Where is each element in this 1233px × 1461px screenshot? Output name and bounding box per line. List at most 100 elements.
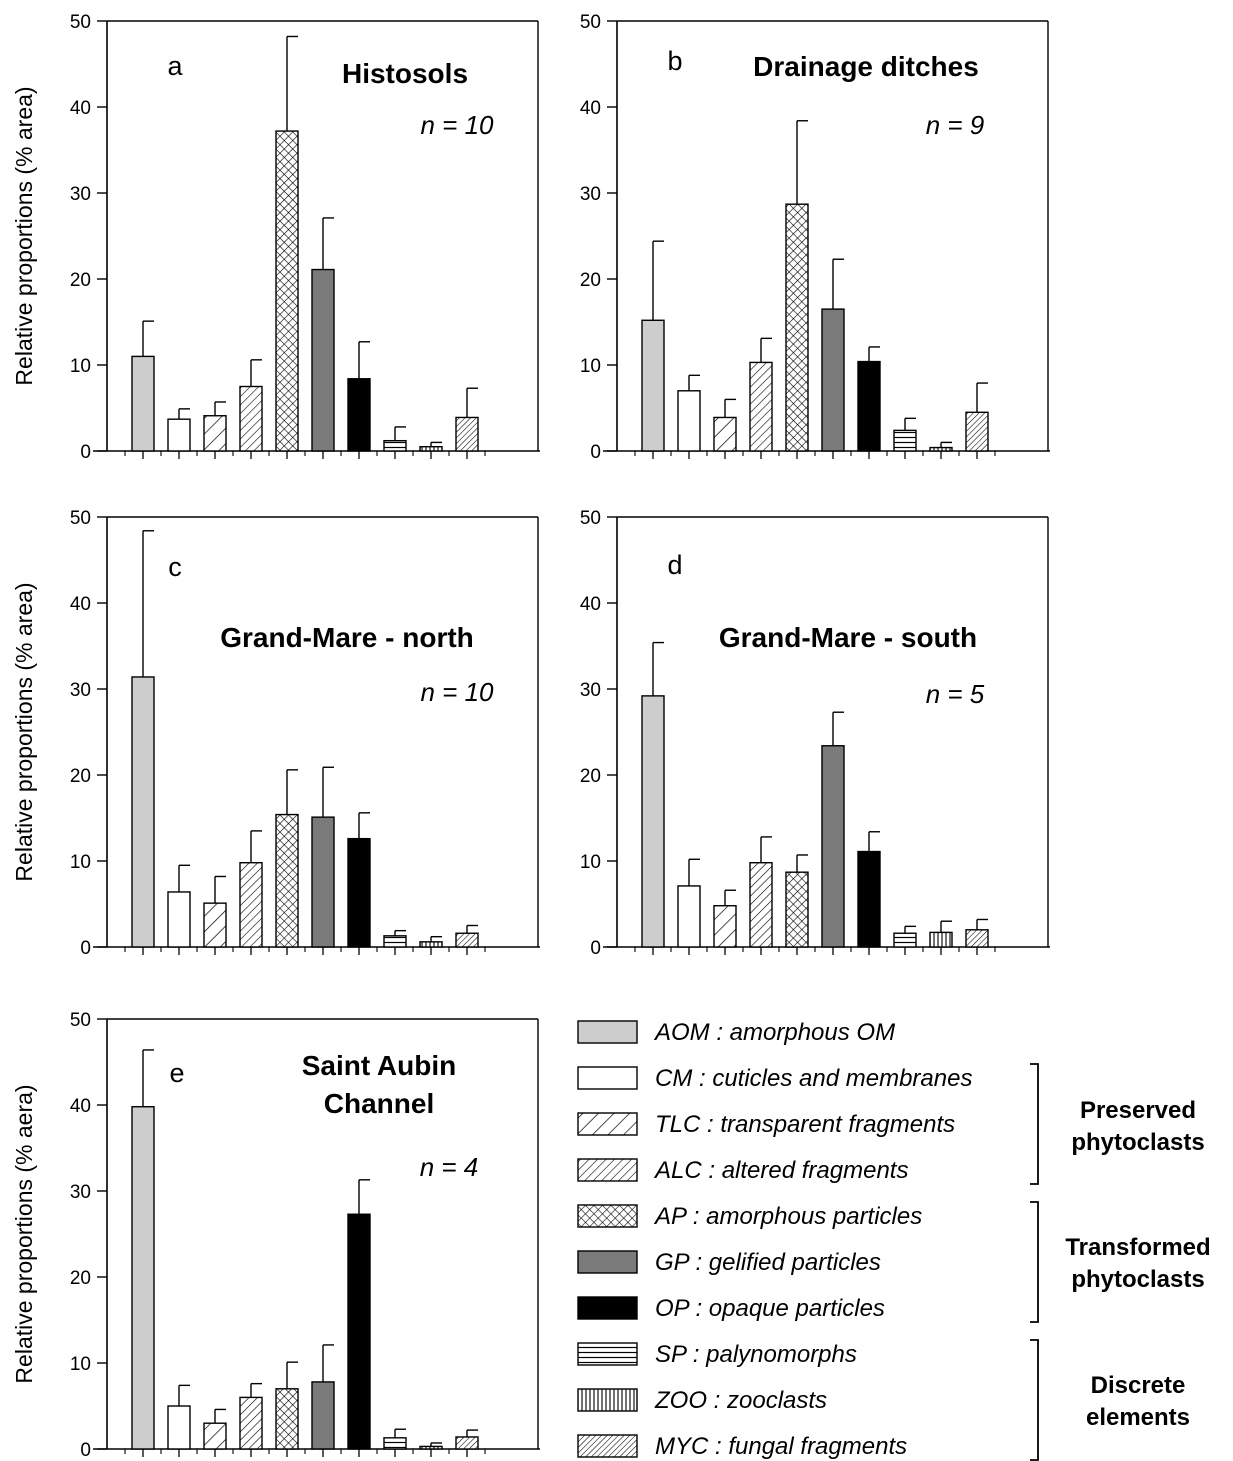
legend-label: MYC : fungal fragments (655, 1433, 907, 1460)
legend-item-cm: CM : cuticles and membranes (577, 1065, 972, 1092)
legend: AOM : amorphous OM CM : cuticles and memb… (577, 1019, 1211, 1461)
legend-label: TLC : transparent fragments (655, 1111, 955, 1138)
group-label: Discrete elements (1086, 1372, 1190, 1431)
group-label: Preserved phytoclasts (1071, 1097, 1204, 1156)
bar-op (857, 360, 881, 452)
bar-tlc (713, 905, 737, 948)
bar-ap (275, 130, 299, 452)
panel-title: Grand-Mare - north (220, 622, 474, 653)
group-label-line: elements (1086, 1404, 1190, 1431)
y-tick-label: 50 (70, 1010, 91, 1031)
bar-cm (167, 891, 191, 948)
legend-item-zoo: ZOO : zooclasts (577, 1387, 827, 1414)
legend-group-1: Preserved phytoclasts (1030, 1063, 1205, 1185)
bar-myc (455, 1436, 479, 1450)
y-tick-label: 10 (580, 852, 601, 873)
y-tick-label: 50 (580, 508, 601, 529)
y-tick-label: 30 (70, 184, 91, 205)
bar-gp (311, 1381, 335, 1450)
legend-label: AOM : amorphous OM (653, 1019, 895, 1046)
bar-gp (821, 308, 845, 452)
bar-tlc (713, 416, 737, 452)
panel-c: 0 10 20 30 40 50 c Grand-Mare - north n = 10 Rela… (11, 508, 540, 959)
y-tick-label: 0 (590, 442, 601, 463)
group-label-line: phytoclasts (1071, 1129, 1204, 1156)
bar-aom (131, 676, 155, 948)
y-tick-label: 50 (580, 12, 601, 33)
legend-swatch (577, 1388, 638, 1412)
legend-label: ALC : altered fragments (653, 1157, 908, 1184)
y-tick-label: 0 (80, 442, 91, 463)
legend-item-myc: MYC : fungal fragments (577, 1433, 907, 1460)
bar-alc (749, 862, 773, 948)
y-tick-label: 40 (70, 1096, 91, 1117)
panel-letter: b (667, 46, 682, 76)
bar-ap (785, 203, 809, 452)
bar-myc (455, 932, 479, 948)
bar-ap (785, 871, 809, 948)
group-label-line: Transformed (1065, 1234, 1210, 1261)
bar-gp (311, 816, 335, 948)
chart-panels: 0 10 20 30 40 50 a Histosols n = 10 Relative prop… (11, 12, 1050, 1461)
group-label-line: Preserved (1080, 1097, 1196, 1124)
panel-e: 0 10 20 30 40 50 e Saint Aubin Channel n = 4 Relat… (11, 1010, 540, 1461)
bar-aom (641, 695, 665, 948)
group-bracket (1030, 1063, 1039, 1185)
legend-group-2: Transformed phytoclasts (1030, 1201, 1211, 1323)
legend-swatch (577, 1342, 638, 1366)
legend-item-alc: ALC : altered fragments (577, 1157, 908, 1184)
bar-aom (641, 319, 665, 452)
panel-title: Grand-Mare - south (719, 622, 977, 653)
panel-d: 0 10 20 30 40 50 d Grand-Mare - south n = 5 (580, 508, 1050, 959)
legend-label: SP : palynomorphs (655, 1341, 857, 1368)
bar-ap (275, 1388, 299, 1450)
group-bracket (1030, 1339, 1039, 1461)
bar-alc (239, 1396, 263, 1450)
y-axis-label: Relative proportions (% area) (11, 86, 37, 385)
legend-swatch (577, 1296, 638, 1320)
legend-label: GP : gelified particles (655, 1249, 881, 1276)
bar-sp (893, 429, 917, 452)
legend-swatch (577, 1066, 638, 1090)
legend-swatch (577, 1204, 638, 1228)
y-tick-label: 40 (70, 98, 91, 119)
y-tick-label: 30 (70, 1182, 91, 1203)
bar-myc (455, 416, 479, 452)
y-tick-label: 0 (80, 938, 91, 959)
bar-gp (311, 268, 335, 452)
y-tick-label: 10 (70, 1354, 91, 1375)
panel-title-line: Channel (324, 1088, 434, 1119)
panel-title: Histosols (342, 58, 468, 89)
bar-cm (167, 1405, 191, 1450)
sample-size-label: n = 5 (926, 679, 985, 709)
group-bracket (1030, 1201, 1039, 1323)
bar-gp (821, 745, 845, 948)
sample-size-label: n = 10 (420, 110, 494, 140)
y-axis-label: Relative proportions (% area) (11, 582, 37, 881)
bar-zoo (929, 446, 953, 452)
y-tick-label: 20 (70, 766, 91, 787)
legend-swatch (577, 1250, 638, 1274)
panel-title-line: Saint Aubin (302, 1050, 457, 1081)
sample-size-label: n = 9 (926, 110, 985, 140)
bar-op (347, 378, 371, 452)
bar-sp (893, 932, 917, 948)
panel-title: Drainage ditches (753, 51, 979, 82)
bar-zoo (419, 941, 443, 948)
y-tick-label: 40 (70, 594, 91, 615)
panel-letter: e (169, 1058, 184, 1088)
legend-label: CM : cuticles and membranes (655, 1065, 972, 1092)
group-label: Transformed phytoclasts (1065, 1234, 1210, 1293)
legend-swatch (577, 1020, 638, 1044)
legend-group-3: Discrete elements (1030, 1339, 1190, 1461)
bar-alc (239, 385, 263, 452)
y-tick-label: 10 (70, 356, 91, 377)
panel-title: Saint Aubin Channel (302, 1050, 457, 1119)
sample-size-label: n = 4 (420, 1152, 479, 1182)
y-tick-label: 40 (580, 594, 601, 615)
bar-op (347, 1213, 371, 1450)
bar-sp (383, 1437, 407, 1450)
legend-item-op: OP : opaque particles (577, 1295, 885, 1322)
bar-tlc (203, 1422, 227, 1450)
